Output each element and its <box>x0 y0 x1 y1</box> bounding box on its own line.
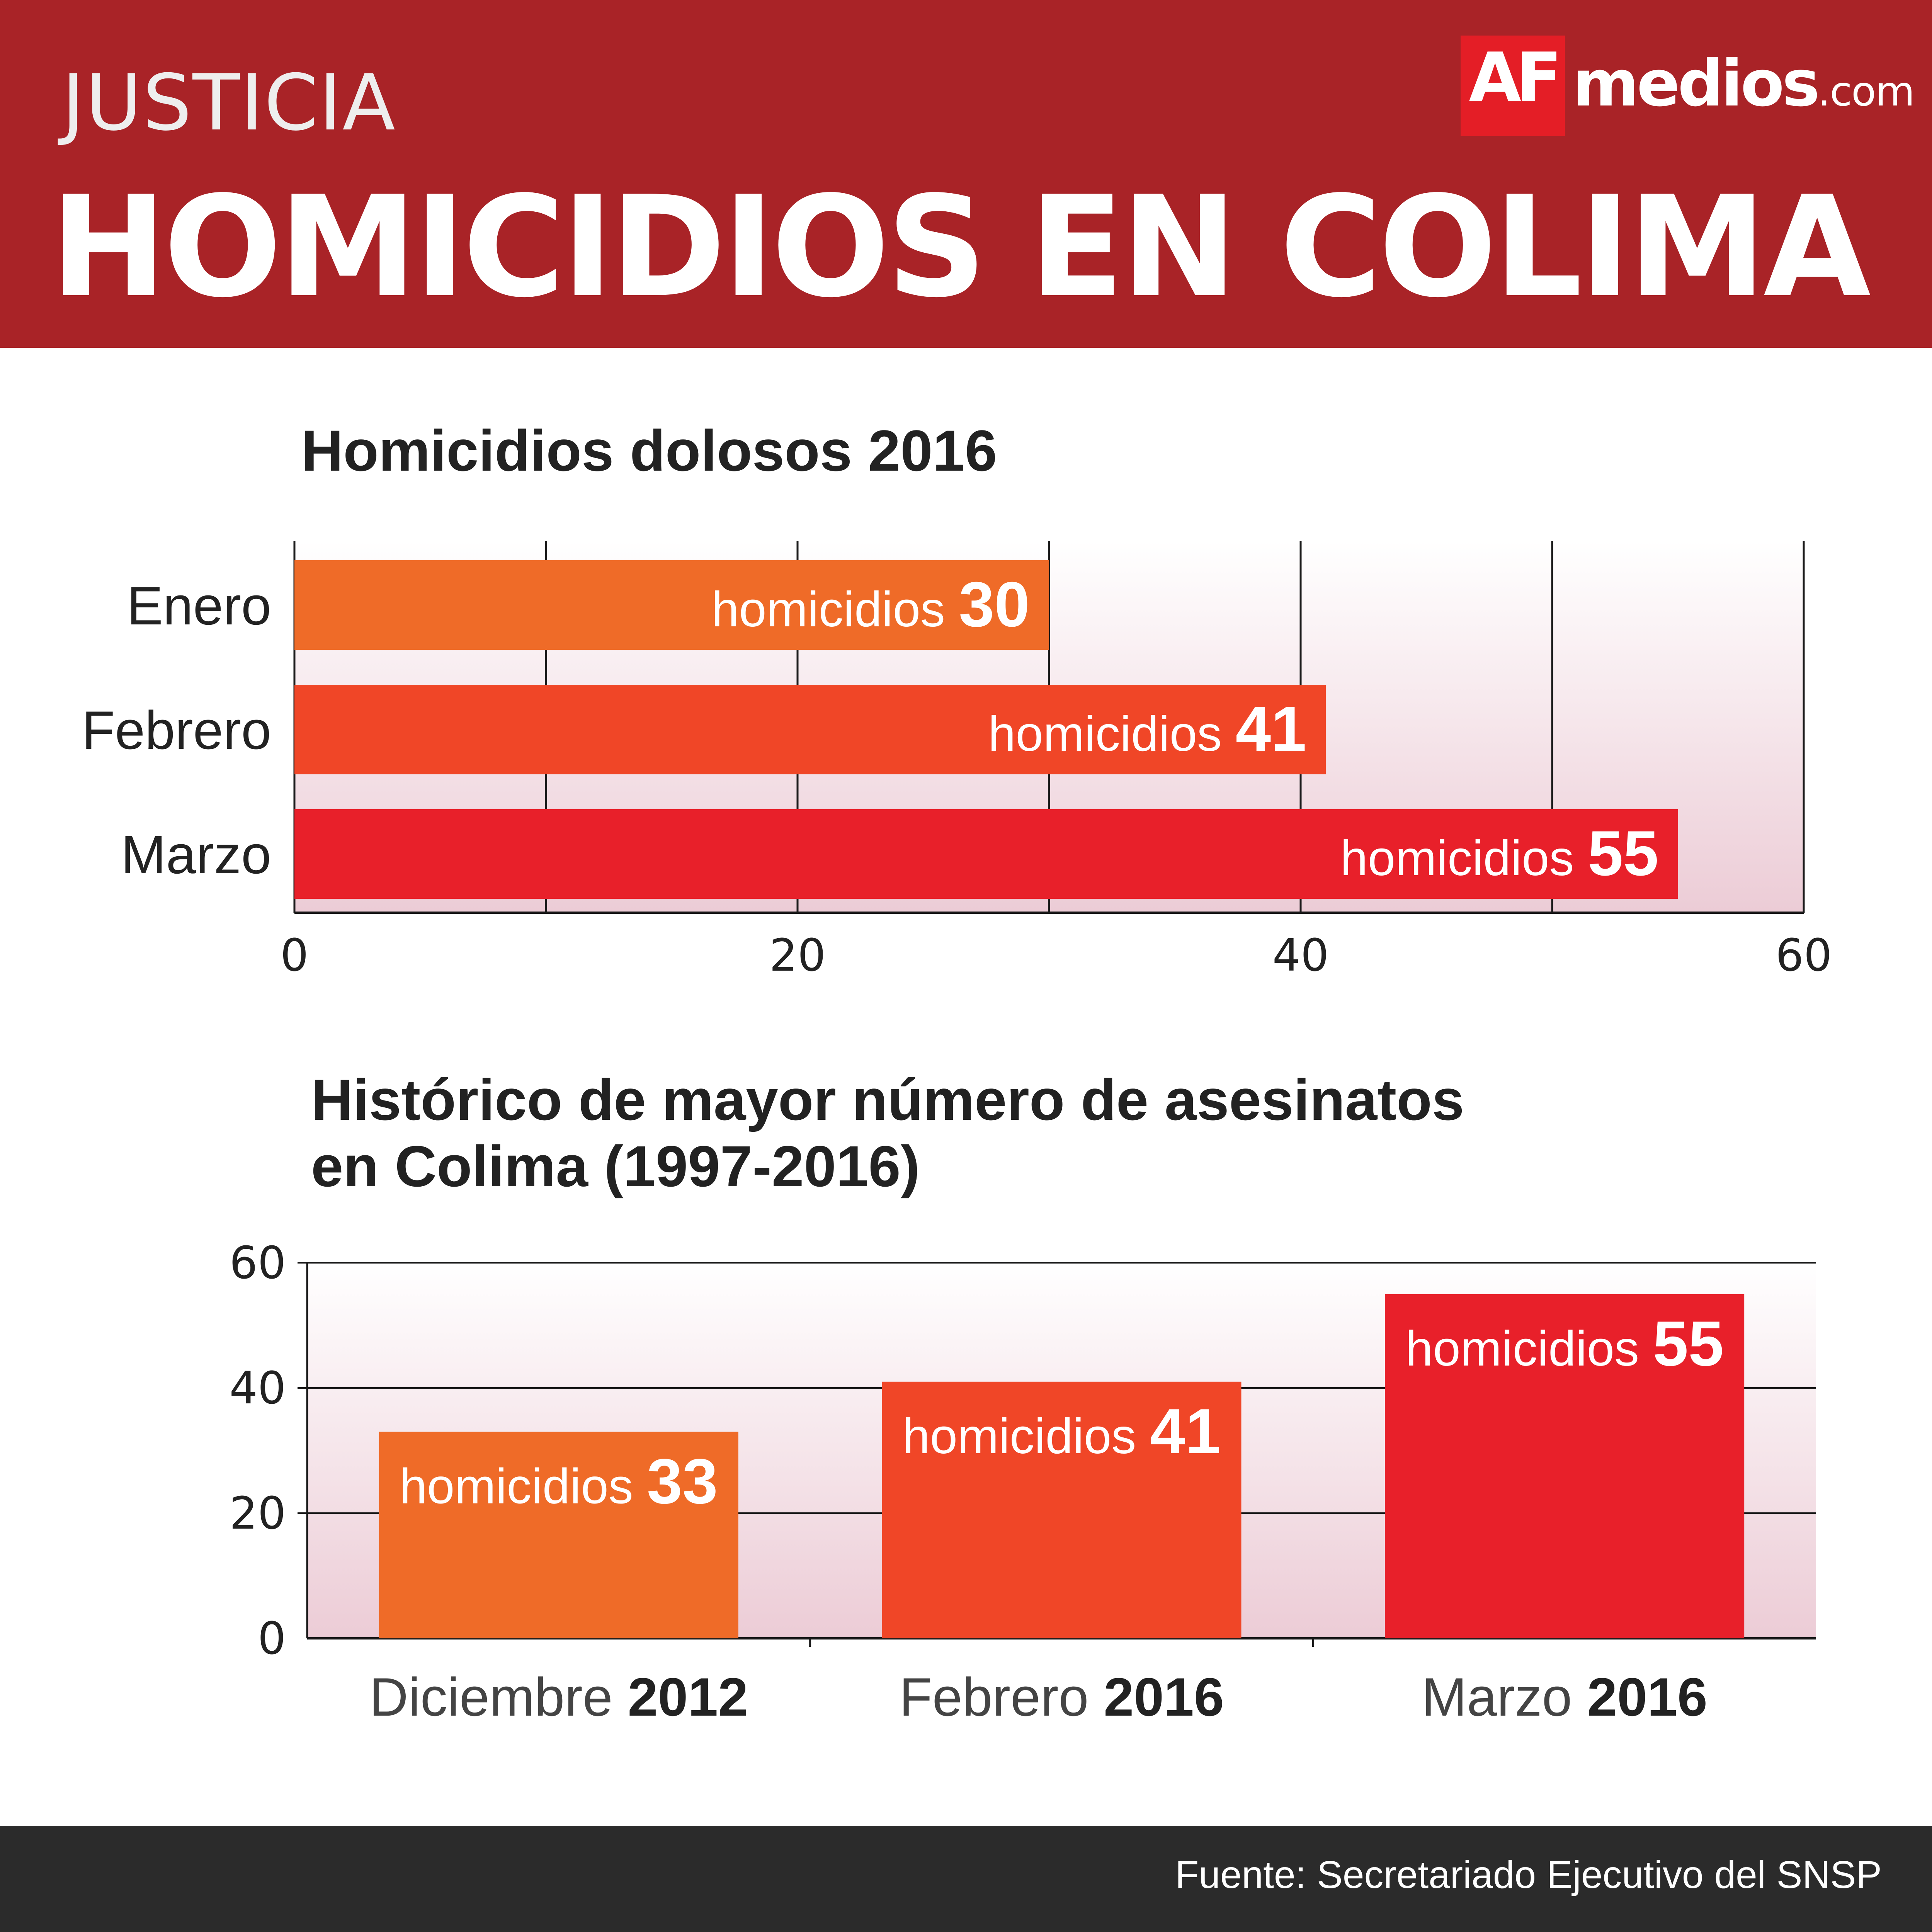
chart1-data-label: homicidios 55 <box>1340 818 1659 889</box>
chart2-bar <box>1385 1294 1745 1638</box>
header-banner: JUSTICIA HOMICIDIOS EN COLIMA AF medios.… <box>0 0 1932 348</box>
chart2-bar <box>882 1381 1242 1638</box>
chart1-x-tick-label: 20 <box>769 930 826 981</box>
logo-af-mark: AF <box>1461 36 1565 136</box>
source-note: Fuente: Secretariado Ejecutivo del SNSP <box>1175 1853 1882 1896</box>
chart2-category-label: Febrero 2016 <box>899 1667 1224 1727</box>
logo-wordmark: medios.com <box>1573 46 1915 121</box>
chart1-title: Homicidios dolosos 2016 <box>301 418 997 483</box>
logo-medios-text: medios <box>1573 46 1820 121</box>
chart2-vertical-bar: 0 20 40 60 homicidios 33 Diciembre 2012 homici… <box>230 1237 1816 1727</box>
chart2-category-label: Marzo 2016 <box>1422 1667 1708 1727</box>
chart2-data-label: homicidios 55 <box>1405 1308 1724 1379</box>
chart1-data-label: homicidios 30 <box>711 569 1030 640</box>
chart2-y-tick-label: 0 <box>258 1613 286 1665</box>
chart2-y-tick-label: 60 <box>230 1237 286 1289</box>
chart1-horizontal-bar: 0 20 40 60 Enero homicidios 30 Febrero homicidi… <box>82 541 1832 981</box>
chart2-title-line2: en Colima (1997-2016) <box>311 1134 920 1199</box>
chart2-data-label: homicidios 33 <box>400 1446 718 1517</box>
logo-com-text: .com <box>1818 68 1915 115</box>
chart1-x-tick-label: 0 <box>280 930 308 981</box>
chart1-bar <box>294 560 1049 650</box>
chart2-title: Histórico de mayor número de asesinatos … <box>311 1066 1464 1199</box>
chart2-title-line1: Histórico de mayor número de asesinatos <box>311 1067 1464 1132</box>
section-label: JUSTICIA <box>62 58 396 148</box>
chart2-y-tick-label: 40 <box>230 1362 286 1414</box>
chart1-category-label: Marzo <box>121 824 271 885</box>
chart2-category-label: Diciembre 2012 <box>369 1667 748 1727</box>
chart1-bar <box>294 809 1678 899</box>
chart1-category-label: Enero <box>127 575 271 636</box>
chart2-bar <box>379 1432 738 1638</box>
footer-bar: Fuente: Secretariado Ejecutivo del SNSP <box>0 1826 1932 1932</box>
chart1-category-label: Febrero <box>82 700 271 760</box>
page-title: HOMICIDIOS EN COLIMA <box>50 166 1871 328</box>
chart2-y-tick-label: 20 <box>230 1488 286 1539</box>
chart1-data-label: homicidios 41 <box>988 693 1306 764</box>
chart2-data-label: homicidios 41 <box>903 1396 1221 1467</box>
chart1-x-tick-label: 40 <box>1272 930 1329 981</box>
chart1-x-tick-label: 60 <box>1776 930 1832 981</box>
chart1-bar <box>294 685 1326 774</box>
